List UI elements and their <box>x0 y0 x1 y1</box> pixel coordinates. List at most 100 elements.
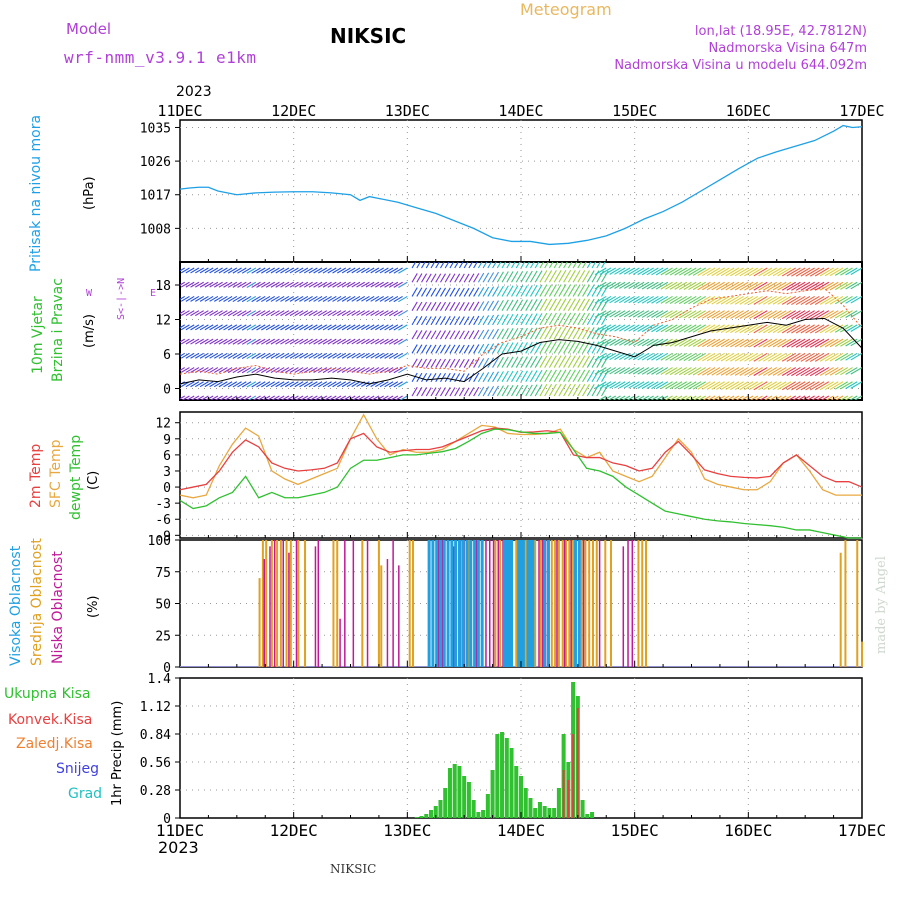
wind-barb <box>180 295 186 300</box>
wind-barb <box>261 267 271 274</box>
wind-barb <box>482 286 490 297</box>
wind-barb <box>711 281 725 291</box>
wind-barb <box>313 267 323 274</box>
wind-barb <box>313 324 323 331</box>
wind-barb <box>800 367 815 377</box>
wind-barb <box>237 338 247 345</box>
wind-barb <box>534 384 543 397</box>
wind-barb <box>669 395 678 400</box>
wind-barb <box>563 262 568 269</box>
precip-total-bar <box>542 806 547 818</box>
wind-barb <box>241 381 252 388</box>
wind-barb <box>781 324 796 334</box>
wind-barb <box>767 324 782 334</box>
wind-barb <box>440 262 445 269</box>
wind-barb <box>688 267 702 276</box>
wind-barb <box>289 338 299 345</box>
wind-barb <box>280 352 290 359</box>
wind-barb <box>351 338 361 345</box>
wind-barb <box>356 267 365 274</box>
wind-barb <box>449 373 456 383</box>
wind-barb <box>844 395 853 400</box>
wind-barb <box>246 295 257 303</box>
wind-barb <box>829 295 844 305</box>
wind-barb <box>609 281 621 290</box>
wind-barb <box>511 271 519 283</box>
wind-barb <box>720 352 735 362</box>
wind-barb <box>669 381 683 390</box>
wind-barb <box>599 310 612 318</box>
wind-barb <box>599 352 612 361</box>
wind-barb <box>628 310 640 318</box>
wind-barb <box>421 262 426 269</box>
wind-barb <box>577 327 586 340</box>
xtick-label-top: 14DEC <box>498 102 543 120</box>
wind-barb <box>473 372 480 383</box>
wind-barb <box>623 281 635 289</box>
wind-barb <box>337 395 347 400</box>
wind-barb <box>544 355 553 368</box>
wind-barb <box>735 395 744 400</box>
wind-barb <box>180 324 190 331</box>
wind-barb <box>270 381 280 388</box>
wind-barb <box>237 310 247 317</box>
wind-barb <box>693 395 702 400</box>
wind-barb <box>641 352 654 361</box>
wind-barb <box>829 267 844 277</box>
wind-barb <box>539 270 548 283</box>
model-name: wrf-nmm_v3.9.1 e1km <box>64 48 257 67</box>
wind-barb <box>275 381 285 388</box>
wind-barb <box>204 338 214 345</box>
wind-barb <box>303 295 313 302</box>
wind-barb <box>626 395 635 400</box>
wind-barb <box>758 338 773 348</box>
wind-barb <box>337 295 347 302</box>
wind-barb <box>425 316 432 326</box>
wind-barb <box>313 381 323 388</box>
wind-barb <box>425 330 432 340</box>
wind-barb <box>375 338 384 345</box>
wind-barb <box>753 381 768 391</box>
wind-barb <box>598 395 607 400</box>
wind-barb <box>614 367 626 375</box>
wind-barb <box>365 281 375 288</box>
wind-barb <box>463 330 470 340</box>
precip-total-bar <box>443 788 448 818</box>
wind-barb <box>802 395 811 400</box>
wind-barb <box>781 352 796 362</box>
wind-barb <box>614 352 626 361</box>
precip-total-bar <box>471 800 476 818</box>
wind-barb <box>640 395 650 400</box>
wind-barb <box>599 267 612 275</box>
wind-barb <box>688 281 702 291</box>
wind-barb <box>725 352 740 362</box>
wind-barb <box>820 395 830 400</box>
wind-barb <box>800 295 815 306</box>
wind-barb <box>730 295 744 305</box>
wind-barb <box>809 338 825 348</box>
wind-barb <box>845 352 858 361</box>
wind-barb <box>265 281 276 288</box>
wind-barb <box>454 344 461 354</box>
wind-barb <box>511 384 519 397</box>
wind-barb <box>351 324 361 331</box>
wind-barb <box>384 338 394 345</box>
wind-barb <box>795 281 811 291</box>
wind-barb <box>190 324 200 331</box>
wind-barb <box>416 287 423 297</box>
wind-barb <box>361 381 370 387</box>
wind-barb <box>261 381 271 388</box>
legend-snow: Snijeg <box>56 761 100 777</box>
wind-barb <box>651 267 664 276</box>
wind-barb <box>772 281 787 291</box>
wind-barb <box>594 338 607 347</box>
wind-barb <box>599 381 612 389</box>
wind-barb <box>845 324 858 333</box>
wind-barb <box>261 281 271 288</box>
wind-barb <box>628 295 640 304</box>
wind-barb <box>246 310 257 317</box>
wind-barb <box>398 352 408 360</box>
wind-barb <box>251 381 261 388</box>
wind-barb <box>646 338 659 347</box>
wind-barb <box>435 373 442 383</box>
